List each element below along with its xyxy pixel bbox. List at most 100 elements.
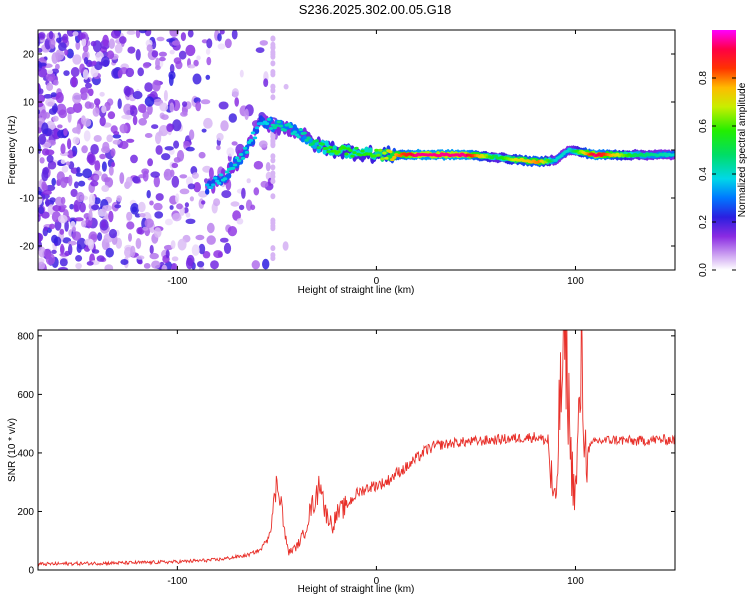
- spectrogram-noise-blob: [179, 174, 188, 179]
- spectrogram-noise-blob: [74, 217, 84, 222]
- spectrogram-noise-blob: [111, 161, 116, 168]
- spectrogram-noise-blob: [81, 145, 88, 154]
- figure-title: S236.2025.302.00.05.G18: [298, 2, 452, 17]
- spectrogram-noise-blob: [270, 157, 276, 164]
- spectrogram-noise-blob: [187, 64, 196, 69]
- spectrogram-noise-blob: [238, 204, 245, 211]
- spectrogram-noise-blob: [163, 244, 174, 251]
- spectrogram-ridge-cell: [266, 117, 272, 121]
- spectrogram-noise-blob: [187, 183, 196, 190]
- spectrogram-noise-blob: [128, 233, 132, 242]
- spectrogram-noise-blob: [108, 38, 116, 49]
- spectrogram-noise-blob: [61, 165, 69, 173]
- spectrogram-noise-blob: [76, 123, 81, 135]
- spectrogram-noise-blob: [72, 226, 76, 233]
- spectrogram-noise-blob: [169, 30, 179, 37]
- spectrogram-noise-blob: [149, 200, 154, 206]
- spectrogram-ridge-cell: [376, 153, 381, 157]
- spectrogram-noise-blob: [110, 148, 116, 157]
- spectrogram-noise-blob: [223, 242, 232, 254]
- spectrogram-noise-blob: [132, 176, 141, 184]
- spectrogram-ridge-cell: [308, 137, 313, 144]
- spectrogram-noise-blob: [173, 57, 182, 65]
- spectrogram-noise-blob: [91, 249, 100, 254]
- spectrogram-y-tick-label: 20: [23, 50, 35, 61]
- snr-x-ticks: -100 0 100: [167, 330, 584, 587]
- spectrogram-noise-blob: [220, 120, 229, 132]
- spectrogram-noise-blob: [155, 193, 164, 201]
- spectrogram-noise-blob: [144, 82, 153, 92]
- spectrogram-noise-blob: [154, 211, 164, 219]
- spectrogram-noise-blob: [38, 36, 41, 47]
- spectrogram-noise-blob: [58, 42, 67, 51]
- spectrogram-noise-blob: [143, 263, 151, 269]
- spectrogram-noise-blob: [270, 49, 276, 56]
- spectrogram-noise-blob: [177, 238, 187, 251]
- spectrogram-ridge-cell: [236, 159, 242, 163]
- spectrogram-noise-blob: [206, 56, 212, 66]
- spectrogram-noise-blob: [72, 136, 80, 145]
- spectrogram-noise-blob: [270, 173, 276, 180]
- spectrogram-noise-blob: [201, 200, 206, 205]
- spectrogram-noise-blob: [83, 118, 92, 127]
- spectrogram-ridge-cell: [218, 173, 224, 177]
- spectrogram-noise-blob: [38, 32, 46, 40]
- spectrogram-x-tick-label: 100: [567, 276, 584, 287]
- spectrogram-noise-blob: [99, 91, 105, 97]
- spectrogram-ridge-cell: [320, 142, 325, 146]
- spectrogram-noise-blob: [106, 50, 115, 60]
- spectrogram-noise-blob: [55, 63, 60, 70]
- spectrogram-noise-blob: [184, 202, 189, 208]
- spectrogram-noise-blob: [146, 44, 153, 52]
- spectrogram-noise-blob: [130, 245, 136, 258]
- spectrogram-noise-blob: [224, 38, 232, 49]
- spectrogram-noise-blob: [132, 115, 138, 126]
- snr-y-tick-label: 600: [17, 390, 34, 401]
- spectrogram-noise-blob: [142, 111, 150, 120]
- spectrogram-noise-blob: [126, 30, 136, 35]
- spectrogram-noise-blob: [216, 132, 224, 141]
- spectrogram-noise-blob: [88, 239, 94, 251]
- spectrogram-noise-blob: [135, 49, 141, 61]
- spectrogram-noise-blob: [153, 175, 160, 188]
- spectrogram-noise-blob: [218, 101, 229, 110]
- spectrogram-noise-blob: [155, 145, 163, 155]
- snr-y-tick-label: 800: [17, 331, 34, 342]
- spectrogram-noise-blob: [219, 30, 225, 35]
- spectrogram-noise-blob: [130, 105, 138, 117]
- spectrogram-ridge-cell: [354, 146, 359, 150]
- spectrogram-noise-blob: [161, 114, 169, 120]
- spectrogram-noise-blob: [76, 191, 85, 203]
- spectrogram-ridge-cell: [350, 154, 355, 158]
- colorbar-tick-label: 0.2: [698, 215, 709, 229]
- spectrogram-noise-blob: [60, 243, 65, 255]
- spectrogram-ridge-cell: [304, 138, 309, 142]
- spectrogram-noise-blob: [185, 218, 196, 224]
- spectrogram-ridge-cell: [232, 163, 238, 167]
- spectrogram-ridge-cell: [358, 153, 363, 157]
- spectrogram-x-label: Height of straight line (km): [298, 285, 415, 296]
- spectrogram-noise-blob: [66, 107, 76, 114]
- spectrogram-noise-blob: [142, 62, 150, 69]
- spectrogram-noise-blob: [191, 244, 200, 256]
- snr-y-ticks: 0 200 400 600 800: [17, 331, 675, 577]
- spectrogram-ridge-cell: [326, 150, 331, 154]
- spectrogram-noise-blob: [93, 135, 102, 142]
- spectrogram-ridge-cell: [392, 155, 397, 159]
- spectrogram-noise-blob: [125, 67, 135, 78]
- spectrogram-noise-blob: [244, 108, 249, 121]
- spectrogram-noise-blob: [146, 190, 151, 199]
- spectrogram-noise-blob: [56, 37, 62, 43]
- spectrogram-noise-blob: [78, 180, 86, 187]
- spectrogram-noise-blob: [253, 160, 264, 170]
- spectrogram-noise-blob: [92, 107, 100, 117]
- spectrogram-ridge-cell: [324, 147, 329, 150]
- spectrogram-noise-blob: [109, 228, 117, 239]
- spectrogram-noise-blob: [102, 141, 110, 152]
- spectrogram-noise-blob: [139, 213, 146, 218]
- spectrogram-noise-blob: [137, 201, 146, 213]
- spectrogram-noise-blob: [164, 218, 173, 226]
- spectrogram-noise-blob: [192, 73, 202, 85]
- spectrogram-noise-blob: [38, 47, 43, 53]
